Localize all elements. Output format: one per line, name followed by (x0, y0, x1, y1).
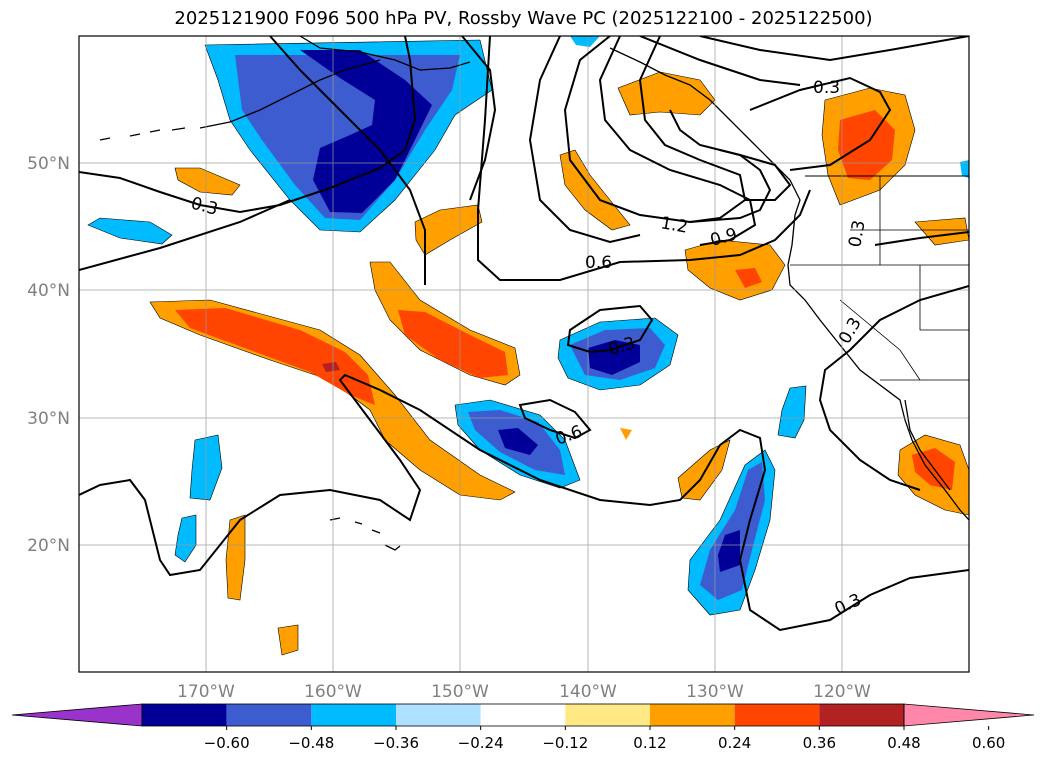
contour-0.3-northeast (749, 76, 892, 171)
contour-label-5: 1.2 (659, 213, 689, 237)
gridlines (79, 36, 969, 672)
latitude-labels: 50°N 40°N 30°N 20°N (27, 154, 70, 556)
positive-anomaly-small-2 (414, 204, 483, 256)
positive-anomaly-small-f (277, 624, 299, 656)
contour-label-6: 0.3 (845, 219, 869, 249)
colorbar-swatch (396, 704, 481, 726)
longitude-labels: 170°W 160°W 150°W 140°W 130°W 120°W (177, 682, 871, 702)
lat-label-30n: 30°N (27, 409, 70, 429)
colorbar-extend-low (11, 703, 143, 727)
contour-0.3-east-mid (874, 231, 969, 246)
colorbar-swatch (565, 704, 650, 726)
lat-label-20n: 20°N (27, 536, 70, 556)
lon-label-130w: 130°W (686, 682, 744, 702)
colorbar-swatch (480, 704, 566, 726)
aleutian-islands (99, 127, 186, 141)
colorbar: −0.60 −0.48 −0.36 −0.24 −0.12 0.12 0.24 0.36 0.4… (11, 703, 1035, 752)
negative-anomaly-central-max (588, 340, 640, 375)
colorbar-swatch (142, 704, 227, 726)
negative-anomaly-west-small (87, 217, 173, 245)
negative-anomaly-streak-core (700, 462, 765, 600)
negative-anomaly-30n-max (498, 428, 538, 455)
colorbar-tick-label: −0.24 (458, 734, 504, 752)
negative-anomaly-small-b (174, 514, 197, 563)
map-title: 2025121900 F096 500 hPa PV, Rossby Wave … (174, 8, 873, 29)
lon-label-170w: 170°W (177, 682, 235, 702)
contour-0.3-east (818, 285, 969, 491)
colorbar-tick-label: 0.24 (718, 734, 751, 752)
gulf-alaska-coastline (609, 47, 801, 216)
contour-label-2: 0.3 (813, 78, 840, 98)
rossby-wave-contours (79, 36, 969, 632)
negative-anomaly-north-edge (570, 36, 600, 47)
map-frame (78, 35, 970, 673)
positive-anomaly-small-g (620, 428, 632, 440)
contour-0.3-central-loop (566, 304, 654, 354)
alaska-coastline (299, 36, 471, 71)
lon-label-120w: 120°W (813, 682, 871, 702)
contour-0.3-streamer-west (79, 36, 426, 285)
map-plot-area: 0.3 0.3 0.6 0.9 1.2 0.3 0.3 0.3 0.6 0.3 (78, 35, 970, 673)
lon-label-150w: 150°W (431, 682, 489, 702)
colorbar-tick-label: −0.60 (204, 734, 250, 752)
colorbar-tick-label: 0.60 (972, 734, 1005, 752)
positive-anomaly-subtropical-streamer (149, 299, 516, 501)
contour-1.2 (638, 36, 747, 223)
colorbar-swatch (650, 704, 735, 726)
colorbar-swatch (819, 704, 904, 726)
colorbar-extend-high (903, 703, 1035, 727)
positive-anomaly-midlat-core (398, 310, 508, 378)
colorbar-tick-label: −0.36 (373, 734, 419, 752)
negative-anomaly-small-d (960, 160, 969, 178)
contour-0.3-south (79, 373, 969, 632)
contour-0.6-30n (518, 398, 592, 440)
alaska-peninsula-coastline (199, 59, 381, 129)
colorbar-tick-label: 0.12 (633, 734, 666, 752)
colorbar-tick-label: 0.48 (887, 734, 920, 752)
state-borders (790, 176, 969, 381)
contour-0.6-outer (477, 36, 811, 281)
positive-anomaly-offshore-ca-core (735, 268, 762, 288)
baja-peninsula-coastline (904, 399, 951, 491)
negative-anomaly-small-c (777, 385, 807, 439)
contour-label-3: 0.6 (585, 253, 612, 273)
colorbar-tick-label: −0.12 (542, 734, 588, 752)
positive-anomaly-small-e (225, 514, 246, 601)
positive-anomaly-streamer-max (322, 362, 340, 372)
negative-anomaly-streak-max (718, 530, 740, 572)
lat-label-40n: 40°N (27, 281, 70, 301)
contour-labels: 0.3 0.3 0.6 0.9 1.2 0.3 0.3 0.3 0.6 0.3 (189, 78, 870, 620)
contour-inner-loop (669, 109, 792, 201)
positive-anomaly-streamer-core (175, 308, 375, 405)
lon-label-140w: 140°W (559, 682, 617, 702)
coastlines (99, 36, 969, 551)
colorbar-tick-label: −0.48 (288, 734, 334, 752)
north-america-west-coast (787, 214, 969, 521)
colorbar-tick-label: 0.36 (803, 734, 836, 752)
colorbar-swatch (311, 704, 396, 726)
colorbar-swatch (734, 704, 820, 726)
contour-0.3-west (79, 36, 417, 214)
positive-anomaly-small-1 (174, 167, 241, 196)
contour-0.9 (598, 36, 757, 246)
colorbar-swatch (226, 704, 312, 726)
lat-label-50n: 50°N (27, 154, 70, 174)
lon-label-160w: 160°W (304, 682, 362, 702)
colorbar-outline (141, 703, 905, 727)
hawaii-islands (329, 517, 401, 551)
contour-0.3-north-east (639, 36, 969, 86)
